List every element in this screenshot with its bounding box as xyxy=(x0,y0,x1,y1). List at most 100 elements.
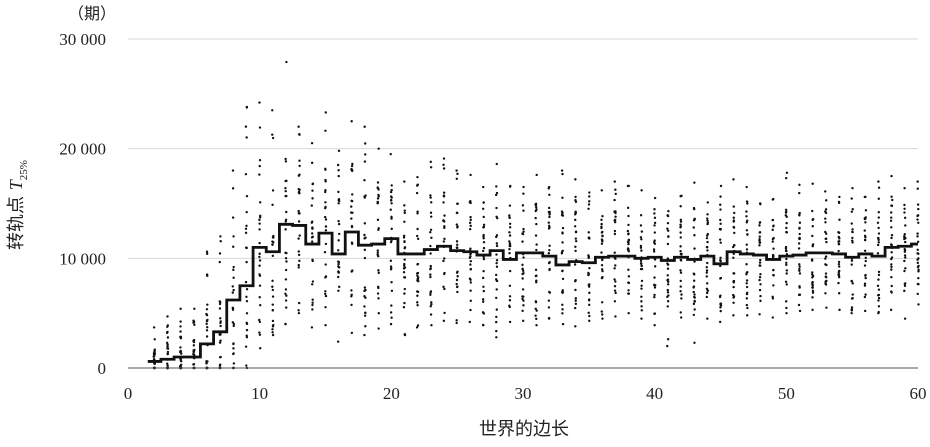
scatter-point xyxy=(390,316,393,319)
scatter-point xyxy=(877,296,881,300)
scatter-point xyxy=(337,260,340,263)
scatter-point xyxy=(653,212,656,215)
scatter-point xyxy=(784,245,788,249)
scatter-point xyxy=(626,184,630,188)
scatter-point xyxy=(469,308,472,312)
scatter-point xyxy=(535,324,538,327)
scatter-point xyxy=(508,320,512,324)
scatter-point xyxy=(179,320,182,323)
scatter-point xyxy=(613,285,617,288)
scatter-point xyxy=(679,249,682,253)
scatter-point xyxy=(864,209,868,212)
scatter-point xyxy=(626,206,630,210)
scatter-point xyxy=(705,275,708,278)
scatter-point xyxy=(640,249,643,252)
scatter-point xyxy=(468,256,472,260)
scatter-point xyxy=(245,210,248,214)
scatter-point xyxy=(640,284,643,287)
scatter-point xyxy=(771,316,775,319)
scatter-point xyxy=(890,290,893,293)
scatter-point xyxy=(916,203,920,206)
scatter-point xyxy=(166,325,169,328)
scatter-point xyxy=(600,251,603,254)
scatter-point xyxy=(482,223,486,227)
scatter-point xyxy=(324,129,327,132)
scatter-point xyxy=(284,278,288,281)
scatter-point xyxy=(271,240,274,243)
scatter-point xyxy=(666,229,670,232)
scatter-point xyxy=(560,210,564,213)
scatter-point xyxy=(284,268,288,272)
scatter-point xyxy=(245,312,249,315)
scatter-point xyxy=(838,269,841,273)
scatter-point xyxy=(705,269,709,272)
scatter-point xyxy=(443,237,446,241)
scatter-point xyxy=(495,191,499,195)
scatter-point xyxy=(245,299,249,303)
scatter-point xyxy=(547,316,551,320)
scatter-point xyxy=(798,286,801,289)
scatter-point xyxy=(587,273,590,277)
scatter-point xyxy=(758,276,762,279)
scatter-point xyxy=(179,325,182,328)
scatter-point xyxy=(508,222,512,225)
scatter-point xyxy=(193,323,196,327)
scatter-point xyxy=(614,264,617,267)
scatter-point xyxy=(851,293,854,296)
scatter-point xyxy=(285,60,288,64)
scatter-point xyxy=(890,226,893,229)
scatter-point xyxy=(613,300,617,303)
scatter-point xyxy=(245,295,248,299)
scatter-point xyxy=(284,189,287,193)
scatter-point xyxy=(521,240,524,243)
scatter-point xyxy=(297,125,300,128)
scatter-point xyxy=(903,259,906,263)
scatter-point xyxy=(547,224,551,228)
scatter-point xyxy=(745,200,749,203)
scatter-point xyxy=(679,245,682,248)
scatter-point xyxy=(732,301,735,304)
scatter-point xyxy=(639,224,643,227)
scatter-point xyxy=(245,364,248,367)
scatter-point xyxy=(337,202,340,205)
scatter-point xyxy=(337,289,340,293)
scatter-point xyxy=(218,252,222,255)
scatter-point xyxy=(258,222,261,225)
scatter-point xyxy=(389,190,393,194)
scatter-point xyxy=(376,251,379,255)
scatter-point xyxy=(587,311,590,315)
scatter-point xyxy=(166,315,169,318)
y-tick-label: 0 xyxy=(98,359,107,378)
scatter-point xyxy=(627,223,630,227)
scatter-point xyxy=(389,322,393,326)
scatter-point xyxy=(311,298,314,301)
scatter-point xyxy=(811,284,814,287)
scatter-point xyxy=(455,278,459,282)
scatter-point xyxy=(245,136,248,139)
scatter-point xyxy=(613,251,616,254)
scatter-point xyxy=(244,345,248,348)
scatter-point xyxy=(917,282,920,286)
scatter-point xyxy=(535,309,538,312)
scatter-point xyxy=(271,136,275,140)
scatter-point xyxy=(456,270,459,273)
scatter-point xyxy=(825,240,828,244)
scatter-point xyxy=(285,294,288,297)
scatter-point xyxy=(666,267,670,270)
scatter-point xyxy=(231,291,234,294)
scatter-point xyxy=(297,237,300,240)
scatter-point xyxy=(837,235,840,239)
scatter-point xyxy=(837,281,840,285)
scatter-point xyxy=(297,311,301,315)
scatter-point xyxy=(679,218,683,222)
scatter-point xyxy=(508,243,512,246)
scatter-point xyxy=(705,295,709,299)
scatter-point xyxy=(574,230,578,234)
scatter-point xyxy=(863,234,867,238)
scatter-point xyxy=(758,244,761,247)
scatter-point xyxy=(798,214,801,217)
scatter-point xyxy=(469,224,472,228)
scatter-point xyxy=(469,199,472,203)
y-axis-title-subscript: 25% xyxy=(18,160,30,180)
